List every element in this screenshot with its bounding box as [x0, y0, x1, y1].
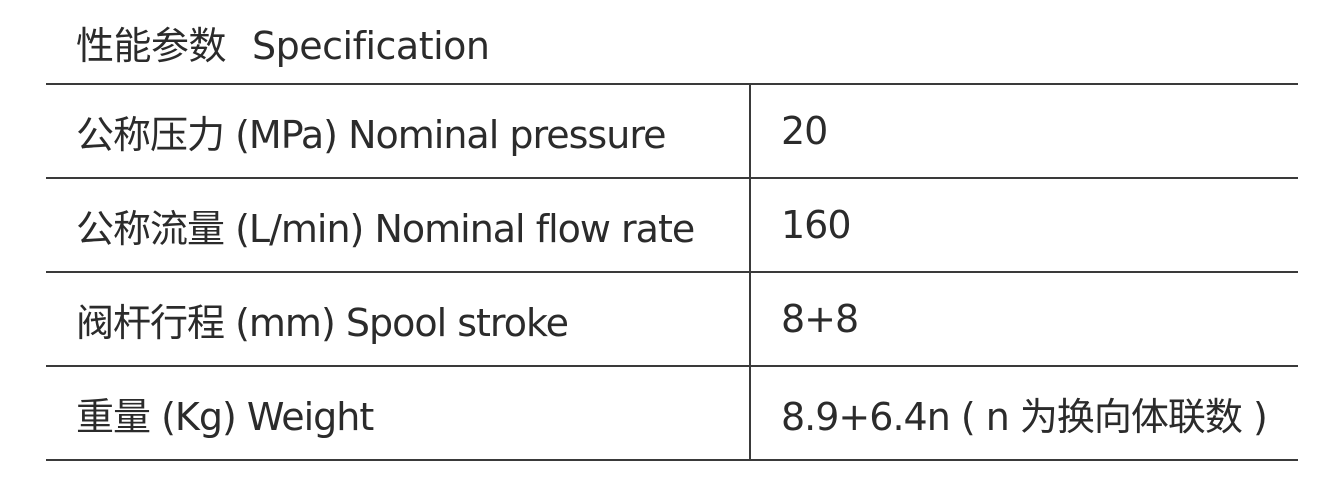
value-nominal-flow-rate: 160 — [750, 178, 1298, 273]
param-spool-stroke: 阀杆行程 (mm) Spool stroke — [46, 272, 751, 367]
page-title: 性能参数 Specification — [76, 22, 490, 70]
table-row: 重量 (Kg) Weight 8.9+6.4n ( n 为换向体联数 ) — [46, 366, 1298, 461]
table-row: 公称压力 (MPa) Nominal pressure 20 — [46, 84, 1298, 179]
title-zh: 性能参数 — [76, 24, 227, 68]
param-weight: 重量 (Kg) Weight — [46, 366, 751, 461]
value-weight: 8.9+6.4n ( n 为换向体联数 ) — [750, 366, 1298, 461]
param-nominal-pressure: 公称压力 (MPa) Nominal pressure — [46, 84, 751, 179]
table-row: 公称流量 (L/min) Nominal flow rate 160 — [46, 178, 1298, 273]
spec-table: 公称压力 (MPa) Nominal pressure 20 公称流量 (L/m… — [46, 83, 1298, 461]
param-nominal-flow-rate: 公称流量 (L/min) Nominal flow rate — [46, 178, 751, 273]
table-row: 阀杆行程 (mm) Spool stroke 8+8 — [46, 272, 1298, 367]
value-spool-stroke: 8+8 — [750, 272, 1298, 367]
value-nominal-pressure: 20 — [750, 84, 1298, 179]
title-en: Specification — [252, 24, 490, 68]
